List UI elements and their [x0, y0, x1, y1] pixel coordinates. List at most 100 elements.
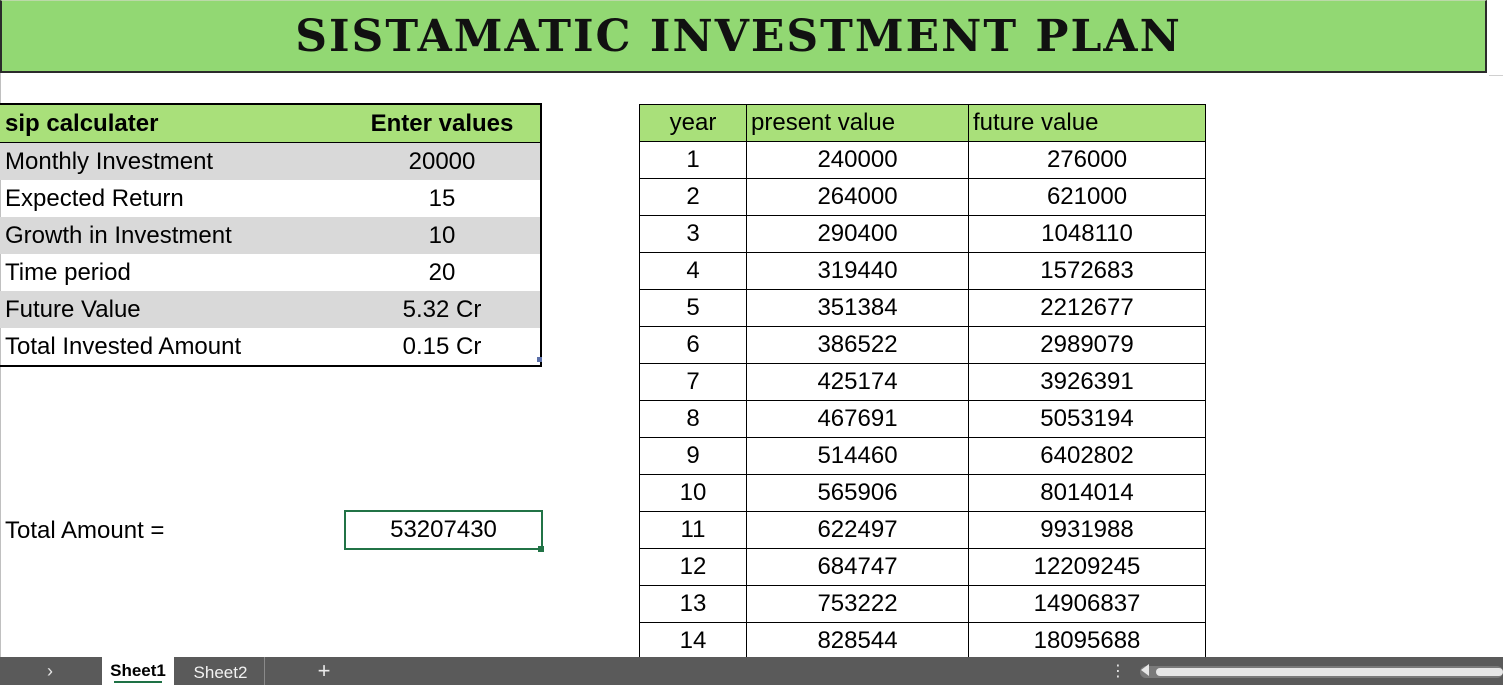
active-tab-indicator	[114, 681, 162, 683]
calculator-row-label[interactable]: Time period	[5, 258, 131, 286]
total-amount-cell-selected[interactable]: 53207430	[344, 510, 543, 550]
year-cell[interactable]: 4	[639, 252, 747, 290]
schedule-row: 12 684747 12209245	[639, 548, 1206, 586]
future-value-cell[interactable]: 6402802	[968, 437, 1206, 475]
calculator-row: Growth in Investment 10	[0, 217, 541, 254]
growth-in-investment-cell[interactable]: 10	[344, 217, 541, 254]
year-cell[interactable]: 2	[639, 178, 747, 216]
schedule-row: 2 264000 621000	[639, 178, 1206, 216]
year-cell[interactable]: 3	[639, 215, 747, 253]
future-value-cell[interactable]: 3926391	[968, 363, 1206, 401]
sheet-tab-bar: › Sheet1 Sheet2 + ⋮	[0, 657, 1503, 685]
schedule-row: 13 753222 14906837	[639, 585, 1206, 623]
year-cell[interactable]: 12	[639, 548, 747, 586]
time-period-cell[interactable]: 20	[428, 258, 456, 286]
schedule-row: 10 565906 8014014	[639, 474, 1206, 512]
year-cell[interactable]: 7	[639, 363, 747, 401]
schedule-header-row: year present value future value	[639, 104, 1206, 142]
banner-stub	[1489, 0, 1503, 76]
calculator-header-row: sip calculater Enter values	[0, 104, 541, 143]
future-value-cell[interactable]: 1572683	[968, 252, 1206, 290]
schedule-row: 11 622497 9931988	[639, 511, 1206, 549]
calculator-row: Time period 20	[0, 254, 541, 291]
year-cell[interactable]: 5	[639, 289, 747, 327]
chevron-right-icon[interactable]: ›	[47, 660, 53, 681]
schedule-row: 8 467691 5053194	[639, 400, 1206, 438]
schedule-body: 1 240000 276000 2 264000 621000 3 290400 1048110…	[639, 141, 1206, 660]
present-value-header[interactable]: present value	[746, 104, 969, 142]
calculator-row-label[interactable]: Monthly Investment	[0, 142, 344, 180]
schedule-row: 5 351384 2212677	[639, 289, 1206, 327]
year-cell[interactable]: 6	[639, 326, 747, 364]
present-value-cell[interactable]: 425174	[746, 363, 969, 401]
scrollbar-thumb[interactable]	[1156, 668, 1503, 676]
year-cell[interactable]: 8	[639, 400, 747, 438]
present-value-cell[interactable]: 514460	[746, 437, 969, 475]
present-value-cell[interactable]: 684747	[746, 548, 969, 586]
calculator-row-label[interactable]: Future Value	[0, 291, 344, 328]
table-resize-handle[interactable]	[537, 357, 542, 362]
future-value-cell[interactable]: 14906837	[968, 585, 1206, 623]
future-value-cell[interactable]: 9931988	[968, 511, 1206, 549]
more-options-icon[interactable]: ⋮	[1110, 663, 1126, 680]
calculator-header-label[interactable]: sip calculater	[0, 104, 344, 143]
tab-sheet1[interactable]: Sheet1	[102, 657, 174, 685]
future-value-cell[interactable]: 2989079	[968, 326, 1206, 364]
future-value-cell[interactable]: 5.32 Cr	[344, 291, 541, 328]
schedule-row: 6 386522 2989079	[639, 326, 1206, 364]
future-value-header[interactable]: future value	[968, 104, 1206, 142]
year-cell[interactable]: 13	[639, 585, 747, 623]
horizontal-scrollbar[interactable]	[1140, 666, 1503, 678]
future-value-cell[interactable]: 8014014	[968, 474, 1206, 512]
tab-sheet1-label: Sheet1	[110, 661, 166, 680]
add-sheet-icon[interactable]: +	[317, 658, 331, 683]
title-banner[interactable]: SISTAMATIC INVESTMENT PLAN	[0, 0, 1487, 73]
future-value-cell[interactable]: 5053194	[968, 400, 1206, 438]
present-value-cell[interactable]: 351384	[746, 289, 969, 327]
future-value-cell[interactable]: 18095688	[968, 622, 1206, 660]
present-value-cell[interactable]: 240000	[746, 141, 969, 179]
future-value-cell[interactable]: 276000	[968, 141, 1206, 179]
year-header[interactable]: year	[639, 104, 747, 142]
calculator-row-label[interactable]: Total Invested Amount	[5, 332, 242, 360]
scroll-left-icon[interactable]	[1141, 664, 1149, 676]
future-value-cell[interactable]: 12209245	[968, 548, 1206, 586]
total-amount-label[interactable]: Total Amount =	[5, 517, 165, 544]
present-value-cell[interactable]: 622497	[746, 511, 969, 549]
calculator-row: Future Value 5.32 Cr	[0, 291, 541, 328]
present-value-cell[interactable]: 319440	[746, 252, 969, 290]
fill-handle[interactable]	[538, 546, 544, 552]
expected-return-cell[interactable]: 15	[428, 184, 456, 212]
present-value-cell[interactable]: 264000	[746, 178, 969, 216]
tab-sheet2-label: Sheet2	[193, 663, 248, 682]
calculator-header-value[interactable]: Enter values	[344, 104, 541, 143]
present-value-cell[interactable]: 467691	[746, 400, 969, 438]
sip-calculator-table: sip calculater Enter values Monthly Inve…	[0, 103, 542, 367]
schedule-row: 9 514460 6402802	[639, 437, 1206, 475]
future-value-cell[interactable]: 2212677	[968, 289, 1206, 327]
schedule-row: 14 828544 18095688	[639, 622, 1206, 660]
schedule-row: 3 290400 1048110	[639, 215, 1206, 253]
yearly-schedule-table: year present value future value 1 240000 2…	[639, 104, 1206, 660]
calculator-row-label[interactable]: Growth in Investment	[0, 217, 344, 254]
calculator-row-label[interactable]: Expected Return	[5, 184, 184, 212]
calculator-row: Expected Return 15	[0, 180, 541, 217]
year-cell[interactable]: 14	[639, 622, 747, 660]
future-value-cell[interactable]: 1048110	[968, 215, 1206, 253]
present-value-cell[interactable]: 565906	[746, 474, 969, 512]
present-value-cell[interactable]: 290400	[746, 215, 969, 253]
present-value-cell[interactable]: 828544	[746, 622, 969, 660]
year-cell[interactable]: 11	[639, 511, 747, 549]
tab-sheet2[interactable]: Sheet2	[177, 657, 265, 685]
monthly-investment-cell[interactable]: 20000	[344, 142, 541, 180]
schedule-row: 7 425174 3926391	[639, 363, 1206, 401]
page-title: SISTAMATIC INVESTMENT PLAN	[295, 10, 1182, 62]
year-cell[interactable]: 1	[639, 141, 747, 179]
present-value-cell[interactable]: 753222	[746, 585, 969, 623]
year-cell[interactable]: 10	[639, 474, 747, 512]
future-value-cell[interactable]: 621000	[968, 178, 1206, 216]
calculator-row: Total Invested Amount 0.15 Cr	[0, 328, 541, 366]
total-invested-amount-cell[interactable]: 0.15 Cr	[402, 332, 482, 360]
year-cell[interactable]: 9	[639, 437, 747, 475]
present-value-cell[interactable]: 386522	[746, 326, 969, 364]
